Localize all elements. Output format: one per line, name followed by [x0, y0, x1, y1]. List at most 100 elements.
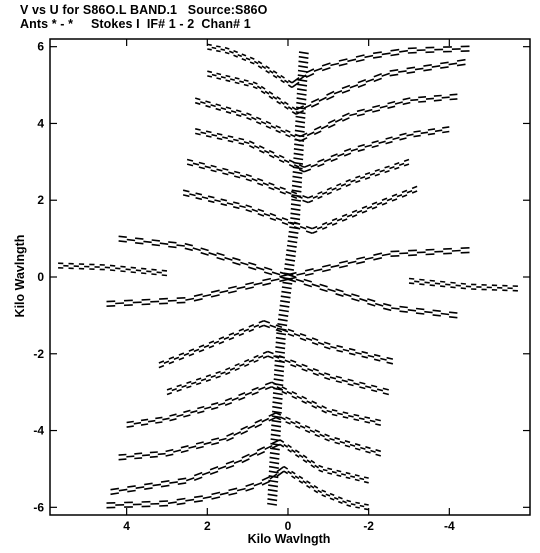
uv-track-segment [205, 100, 211, 104]
uv-track-segment [220, 76, 226, 79]
uv-track-segment [225, 367, 231, 371]
uv-track-segment [169, 481, 178, 484]
uv-track-segment [353, 418, 360, 422]
uv-spine-mark [284, 263, 295, 267]
uv-track-segment [322, 268, 331, 273]
uv-track-segment [227, 135, 234, 138]
uv-track-segment [366, 205, 373, 210]
uv-track-segment [313, 268, 323, 272]
uv-track-segment [356, 256, 366, 260]
uv-spine-mark [293, 157, 304, 161]
uv-track-segment [289, 133, 296, 138]
uv-track-segment [321, 226, 328, 230]
uv-track-segment [353, 382, 360, 386]
uv-track-segment [323, 346, 331, 350]
uv-track-segment [392, 136, 400, 141]
uv-track-segment [335, 293, 344, 297]
uv-track-segment [263, 212, 271, 217]
uv-track-segment [188, 445, 197, 449]
uv-track-segment [211, 441, 220, 446]
uv-track-segment [201, 196, 209, 200]
uv-track-segment [291, 470, 296, 475]
uv-spine-mark [293, 148, 304, 152]
uv-track-segment [260, 90, 266, 95]
uv-track-segment [331, 413, 338, 417]
uv-track-segment [394, 162, 400, 166]
uv-track-segment [268, 149, 275, 154]
uv-spine-mark [281, 286, 292, 290]
uv-spine-mark [298, 51, 309, 55]
uv-track-segment [163, 360, 170, 365]
uv-track-segment [440, 61, 449, 65]
uv-track-segment [186, 158, 194, 162]
uv-spine-mark [274, 355, 285, 359]
uv-track-segment [189, 193, 196, 197]
uv-track-segment [159, 242, 169, 245]
uv-track-segment [185, 297, 195, 301]
uv-track-segment [200, 131, 207, 135]
uv-track-segment [241, 458, 250, 464]
uv-track-segment [354, 474, 360, 477]
uv-track-segment [168, 245, 177, 249]
uv-spine-mark [298, 60, 309, 64]
uv-spine-mark [270, 433, 281, 437]
uv-track-segment [339, 260, 348, 264]
uv-track-segment [321, 221, 328, 226]
uv-track-segment [329, 497, 335, 501]
uv-track-segment [216, 45, 221, 48]
uv-track-segment [275, 125, 281, 129]
uv-track-segment [210, 406, 219, 411]
uv-track-segment [208, 252, 217, 257]
uv-track-segment [301, 395, 308, 400]
uv-track-segment [432, 314, 441, 317]
uv-track-segment [245, 204, 253, 208]
uv-track-segment [285, 421, 291, 425]
uv-spine-mark [283, 272, 294, 276]
uv-track-segment [440, 280, 446, 283]
uv-track-segment [358, 417, 365, 421]
uv-spine-mark [292, 180, 303, 184]
uv-track-segment [110, 487, 120, 491]
uv-track-segment [204, 165, 211, 169]
uv-track-segment [326, 95, 335, 101]
uv-track-segment [295, 363, 302, 368]
uv-track-segment [168, 241, 177, 244]
uv-track-segment [218, 340, 225, 345]
uv-track-segment [217, 465, 227, 470]
uv-track-segment [262, 350, 269, 355]
uv-spine-mark [298, 55, 309, 59]
uv-track-segment [178, 356, 185, 361]
uv-track-segment [215, 375, 221, 379]
uv-track-segment [269, 212, 277, 217]
uv-track-segment [327, 123, 336, 129]
uv-track-segment [440, 285, 446, 288]
uv-track-segment [348, 352, 356, 356]
uv-track-segment [355, 351, 362, 355]
uv-track-segment [200, 378, 207, 382]
uv-track-segment [258, 149, 265, 154]
uv-track-segment [360, 446, 366, 450]
uv-spine-mark [282, 277, 293, 281]
uv-track-segment [373, 73, 382, 78]
uv-track-segment [319, 288, 328, 293]
uv-track-segment [383, 302, 392, 307]
uv-track-segment [386, 361, 394, 365]
uv-track-segment [160, 480, 170, 483]
uv-track-segment [233, 54, 239, 58]
uv-track-segment [126, 238, 136, 242]
uv-spine-mark [276, 332, 287, 336]
uv-spine-mark [291, 198, 302, 202]
uv-track-segment [190, 410, 198, 414]
uv-track-segment [363, 480, 369, 484]
uv-track-segment [359, 504, 365, 508]
uv-spine-mark [297, 74, 308, 78]
uv-track-segment [251, 177, 258, 182]
uv-track-segment [240, 425, 249, 431]
uv-track-segment [228, 487, 238, 492]
uv-track-segment [312, 195, 318, 199]
uv-track-segment [376, 201, 383, 206]
uv-track-segment [194, 101, 201, 105]
uv-track-segment [281, 221, 289, 226]
uv-track-segment [327, 467, 333, 471]
uv-track-segment [450, 286, 456, 289]
